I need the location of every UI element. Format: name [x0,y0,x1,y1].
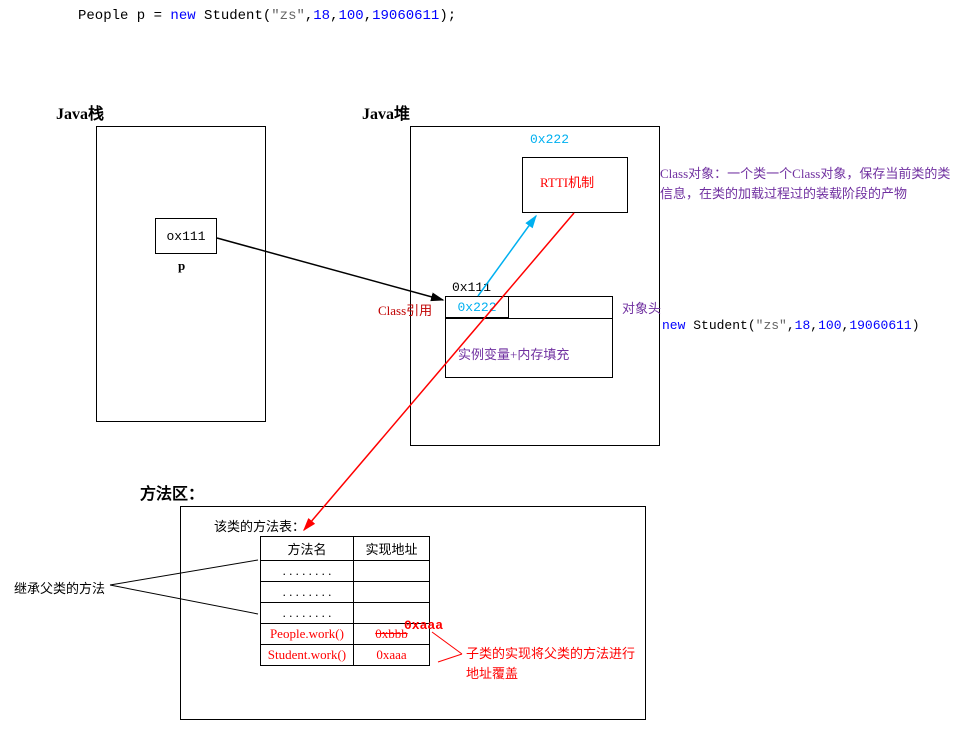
class-ref-box: 0x222 [445,296,509,318]
obj-addr: 0x111 [452,280,491,295]
dots-2b [353,582,429,603]
dots-2a: . . . . . . . . [261,582,354,603]
method-area-title: 方法区： [140,480,204,504]
student-addr: 0xaaa [353,645,429,666]
rtti-label: RTTI机制 [540,172,594,191]
heap-title: Java堆 [362,100,410,124]
col2: 实现地址 [353,537,429,561]
instance-vars: 实例变量+内存填充 [458,344,569,363]
p-box: ox111 [155,218,217,254]
rtti-addr: 0x222 [530,132,569,147]
p-var: p [178,258,185,274]
people-addr-text: 0xbbb [375,626,408,641]
new-student-line: new Student("zs",18,100,19060611) [662,318,920,333]
student-work: Student.work() [261,645,354,666]
class-ref-label: Class引用 [378,300,432,319]
method-table-title: 该类的方法表： [214,516,305,535]
dots-3a: . . . . . . . . [261,603,354,624]
code-line: People p = new Student("zs",18,100,19060… [78,8,456,24]
obj-header-label: 对象头 [622,298,661,317]
col1: 方法名 [261,537,354,561]
inherit-label: 继承父类的方法 [14,578,105,597]
class-desc: Class对象：一个类一个Class对象，保存当前类的类信息，在类的加载过程过的… [660,164,956,203]
stack-title: Java栈 [56,100,104,124]
dots-1b [353,561,429,582]
override-label: 子类的实现将父类的方法进行地址覆盖 [466,644,636,683]
people-work: People.work() [261,624,354,645]
people-addr-override: 0xaaa [404,618,443,633]
stack-box [96,126,266,422]
method-table: 方法名 实现地址 . . . . . . . . . . . . . . . .… [260,536,430,666]
dots-1a: . . . . . . . . [261,561,354,582]
